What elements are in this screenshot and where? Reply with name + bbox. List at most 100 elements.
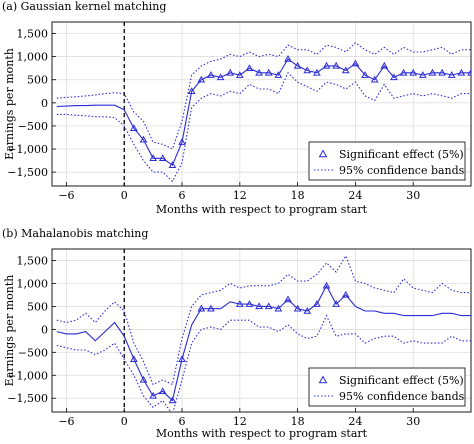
x-tick-label: 12 xyxy=(233,415,247,428)
significant-marker xyxy=(139,135,148,143)
x-tick-label: 0 xyxy=(121,189,128,202)
upper-confidence-band xyxy=(56,42,471,150)
significant-marker xyxy=(207,71,215,78)
significant-marker xyxy=(467,68,471,76)
legend: Significant effect (5%) 95% confidence ba… xyxy=(308,367,466,407)
significant-marker xyxy=(332,61,341,69)
x-tick-label: −6 xyxy=(58,415,74,428)
y-tick-label: −1,500 xyxy=(7,166,48,179)
significant-marker xyxy=(226,68,235,76)
plot-frame xyxy=(51,21,472,187)
y-tick-label: −1,000 xyxy=(7,369,48,382)
estimate-line xyxy=(56,284,471,402)
significant-marker xyxy=(341,66,350,74)
significant-marker xyxy=(293,61,302,69)
significant-marker xyxy=(168,161,177,168)
significant-marker xyxy=(457,68,466,76)
significant-marker xyxy=(332,300,341,307)
y-tick-label: −1,000 xyxy=(7,143,48,156)
significant-marker xyxy=(139,375,148,383)
significant-marker xyxy=(438,68,446,76)
significant-marker xyxy=(264,302,273,310)
y-tick-label: 500 xyxy=(27,74,48,87)
x-tick-label: 0 xyxy=(121,415,128,428)
x-tick-label: 18 xyxy=(291,189,305,202)
significant-marker xyxy=(322,61,331,69)
significant-marker xyxy=(284,295,292,303)
y-tick-label: 1,500 xyxy=(17,28,49,41)
upper-confidence-band xyxy=(56,254,471,386)
significant-marker xyxy=(303,306,312,314)
significant-marker xyxy=(370,75,379,83)
significant-marker xyxy=(313,300,321,307)
significant-marker xyxy=(274,71,283,78)
significant-marker xyxy=(390,73,398,81)
x-tick-label: 12 xyxy=(233,189,247,202)
significant-marker xyxy=(158,387,167,395)
significant-marker xyxy=(187,87,196,95)
significant-marker xyxy=(418,71,427,78)
significant-marker xyxy=(341,290,350,298)
significant-marker xyxy=(130,355,138,362)
panel-title: (b) Mahalanobis matching xyxy=(2,227,148,240)
legend-label-significant: Significant effect (5%) xyxy=(339,148,464,161)
x-tick-label: 24 xyxy=(348,415,362,428)
significant-marker xyxy=(255,302,263,310)
significant-marker xyxy=(399,68,408,76)
significant-marker xyxy=(158,154,167,162)
grid xyxy=(52,22,471,186)
significant-marker xyxy=(197,75,206,83)
x-axis-label: Months with respect to program start xyxy=(156,203,368,216)
x-tick-label: −6 xyxy=(58,189,74,202)
x-axis-label: Months with respect to program start xyxy=(156,427,368,440)
data-layer xyxy=(56,249,471,412)
lower-confidence-band xyxy=(56,314,471,412)
x-tick-label: 24 xyxy=(348,189,362,202)
y-tick-label: 0 xyxy=(41,323,48,336)
y-tick-label: 1,000 xyxy=(17,51,49,64)
significant-marker xyxy=(216,73,225,81)
significant-marker xyxy=(303,66,312,74)
significant-marker xyxy=(149,154,157,162)
y-tick-label: 1,500 xyxy=(17,254,49,267)
x-tick-label: 18 xyxy=(291,415,305,428)
y-tick-label: 500 xyxy=(27,300,48,313)
legend-box xyxy=(308,141,466,181)
significant-marker xyxy=(293,304,302,312)
significant-marker xyxy=(264,68,273,76)
legend-marker-significant xyxy=(318,375,328,384)
significant-marker xyxy=(313,68,321,76)
x-tick-label: 6 xyxy=(179,415,186,428)
y-tick-label: −1,500 xyxy=(7,392,48,405)
data-layer xyxy=(56,22,471,186)
significant-marker xyxy=(409,68,418,76)
panel-title: (a) Gaussian kernel matching xyxy=(2,0,166,13)
significant-marker xyxy=(380,61,389,69)
legend: Significant effect (5%) 95% confidence ba… xyxy=(308,141,466,181)
y-tick-label: −500 xyxy=(18,346,48,359)
significant-marker xyxy=(178,355,186,362)
plot-frame xyxy=(51,248,472,413)
y-tick-label: 0 xyxy=(41,97,48,110)
legend-marker-significant xyxy=(318,149,328,158)
significant-marker xyxy=(235,300,244,307)
x-tick-label: 6 xyxy=(179,189,186,202)
significant-marker xyxy=(149,391,157,399)
significant-marker xyxy=(168,396,177,404)
lower-confidence-band xyxy=(56,71,471,183)
legend-label-bands: 95% confidence bands xyxy=(339,390,465,403)
y-tick-label: 1,000 xyxy=(17,277,49,290)
significant-marker xyxy=(178,138,186,145)
significant-marker xyxy=(361,71,369,78)
significant-marker xyxy=(207,304,215,312)
x-tick-label: 30 xyxy=(406,415,420,428)
significant-marker xyxy=(284,54,292,62)
significant-marker xyxy=(274,304,283,312)
significant-marker xyxy=(245,300,254,307)
legend-label-bands: 95% confidence bands xyxy=(339,164,465,177)
legend-box xyxy=(308,367,466,407)
chart-panel-1: (a) Gaussian kernel matching −6 0 6 12 18 24 30… xyxy=(2,0,472,216)
y-axis-label: Earnings per month xyxy=(3,48,16,160)
